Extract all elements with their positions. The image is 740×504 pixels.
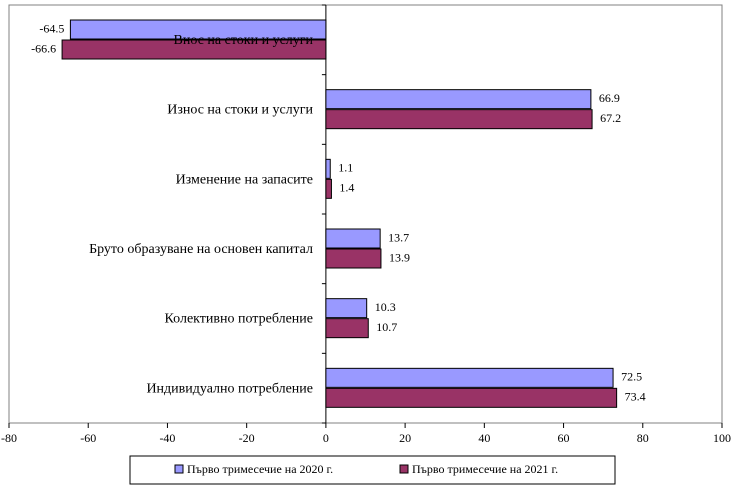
value-label: 73.4 [625, 390, 646, 404]
value-label: -64.5 [39, 21, 64, 35]
bar [325, 248, 382, 269]
bar [325, 228, 381, 249]
value-label: 13.9 [389, 250, 410, 264]
value-label: 1.1 [338, 161, 353, 175]
legend-label: Първо тримесечие на 2020 г. [187, 462, 333, 476]
bar [325, 109, 593, 130]
category-label: Износ на стоки и услуги [167, 103, 313, 118]
bar [325, 367, 614, 388]
bar [325, 89, 592, 110]
x-tick-label: 60 [558, 431, 570, 445]
x-tick-label: 0 [323, 431, 329, 445]
bar [325, 387, 618, 408]
bar [325, 298, 368, 319]
x-tick-label: -20 [239, 431, 255, 445]
legend-swatch [399, 464, 409, 474]
category-label: Внос на стоки и услуги [174, 33, 314, 48]
bar [325, 178, 332, 199]
x-tick-label: 20 [399, 431, 411, 445]
value-label: 1.4 [339, 181, 354, 195]
x-tick-label: -40 [159, 431, 175, 445]
bar [325, 158, 331, 179]
value-label: -66.6 [31, 41, 56, 55]
category-label: Бруто образуване на основен капитал [89, 242, 313, 257]
x-tick-label: 40 [478, 431, 490, 445]
x-tick-label: -80 [1, 431, 17, 445]
category-label: Изменение на запасите [176, 172, 313, 187]
category-label: Индивидуално потребление [146, 381, 313, 396]
x-tick-label: -60 [80, 431, 96, 445]
value-label: 10.7 [376, 320, 397, 334]
value-label: 66.9 [599, 91, 620, 105]
category-label: Колективно потребление [165, 312, 313, 327]
bar [69, 19, 327, 40]
value-label: 13.7 [388, 230, 409, 244]
value-label: 72.5 [621, 370, 642, 384]
legend-swatch [174, 464, 184, 474]
x-tick-label: 80 [637, 431, 649, 445]
plot-area [8, 4, 723, 424]
x-tick-label: 100 [713, 431, 731, 445]
legend-box [129, 455, 616, 485]
bar [61, 39, 327, 60]
legend-label: Първо тримесечие на 2021 г. [412, 462, 558, 476]
bar [325, 318, 369, 339]
value-label: 67.2 [600, 111, 621, 125]
value-label: 10.3 [375, 300, 396, 314]
